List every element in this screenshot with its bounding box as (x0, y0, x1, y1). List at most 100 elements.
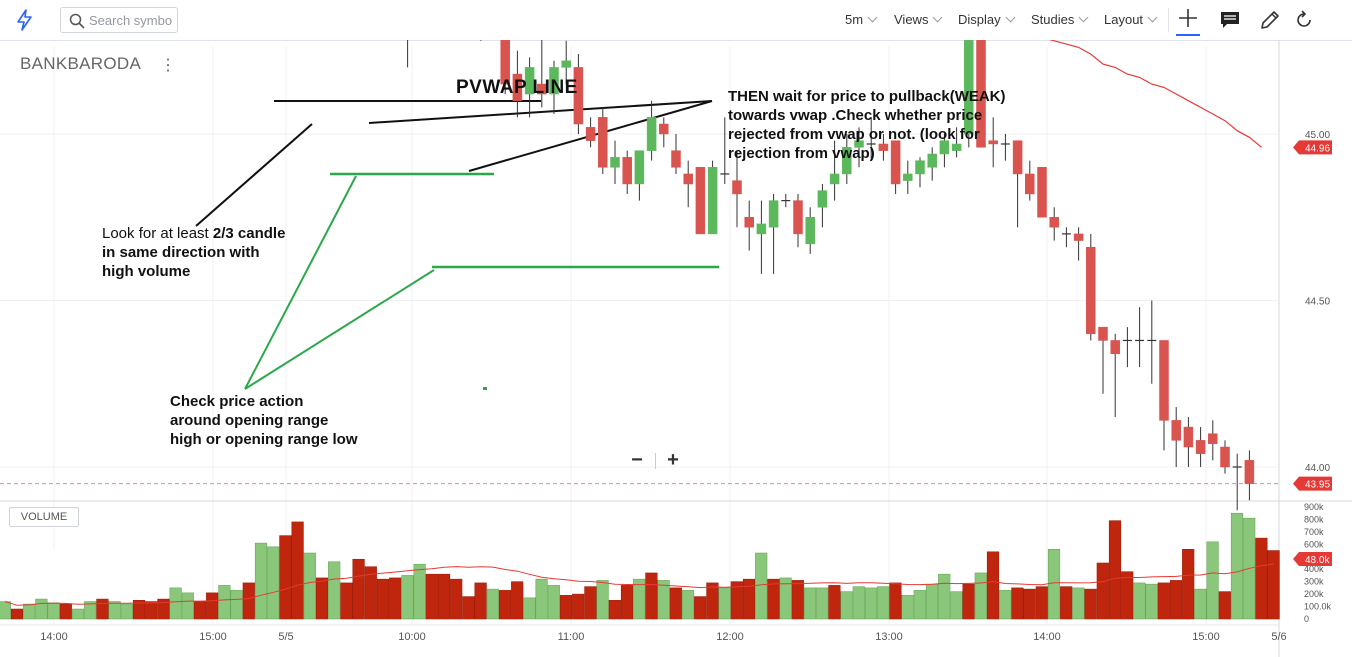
candle (707, 160, 718, 235)
interval-label: 5m (845, 12, 864, 27)
pullback-note: THEN wait for price to pullback(WEAK) to… (728, 87, 1006, 163)
candle (1037, 167, 1047, 218)
candle (1220, 440, 1230, 474)
volume-bar (657, 580, 670, 620)
volume-bar (755, 552, 768, 620)
volume-bar (303, 552, 316, 620)
crosshair-icon[interactable] (1176, 6, 1200, 36)
interval-dropdown[interactable]: 5m (845, 12, 878, 27)
pullback-line: towards vwap .Check whether price (728, 107, 983, 124)
candle (598, 107, 608, 174)
volume-bar (132, 600, 146, 620)
candle (964, 40, 974, 148)
pullback-line: THEN wait for price to pullback(WEAK) (728, 88, 1006, 105)
refresh-icon[interactable] (1292, 8, 1316, 32)
range-pointer (244, 269, 435, 390)
pencil-icon[interactable] (1258, 8, 1282, 32)
candle (1073, 227, 1084, 261)
last-volume-badge-shape (1293, 552, 1332, 566)
volume-bar (10, 608, 24, 620)
candle-body (1086, 246, 1096, 335)
candle-body (1012, 140, 1023, 175)
candle (512, 50, 523, 118)
volume-bar (315, 577, 329, 620)
volume-bar (498, 590, 512, 620)
volume-label: VOLUME (9, 507, 79, 527)
volume-bar (157, 598, 170, 620)
display-dropdown[interactable]: Display (958, 12, 1016, 27)
volume-bar (742, 578, 756, 620)
volume-bar (1230, 512, 1244, 620)
volume-bar (547, 585, 560, 620)
volume-bar (1182, 549, 1195, 620)
studies-dropdown[interactable]: Studies (1031, 12, 1089, 27)
candle (1061, 227, 1071, 248)
candle (1049, 207, 1059, 241)
symbol-menu-icon[interactable]: ⋮ (160, 57, 176, 74)
volume-bar (1108, 520, 1122, 620)
stray-mark (483, 387, 487, 390)
search-box[interactable] (60, 7, 178, 33)
candle (976, 40, 986, 148)
candle (1012, 140, 1023, 228)
candle-body (1183, 426, 1194, 448)
candle (768, 193, 779, 274)
layout-dropdown[interactable]: Layout (1104, 12, 1158, 27)
volume-bar (1169, 580, 1183, 620)
candle (1208, 420, 1218, 461)
time-tick: 5/5 (278, 631, 293, 643)
candle (671, 134, 681, 174)
zoom-out-button[interactable]: − (631, 449, 643, 471)
candle (866, 117, 876, 161)
volume-bar (803, 587, 817, 620)
candle (683, 160, 693, 208)
candle (1171, 407, 1181, 467)
volume-bar (925, 583, 939, 620)
candle (585, 117, 596, 148)
volume-bar (1072, 587, 1085, 620)
volume-bar (218, 585, 231, 620)
candle (1025, 160, 1035, 201)
candle-body (829, 173, 840, 185)
candle-body (976, 40, 986, 148)
range-pointer (244, 175, 357, 390)
candles (407, 40, 1255, 511)
volume-bar (47, 602, 60, 620)
volume-bar (1035, 586, 1048, 620)
volume-bar (364, 566, 377, 620)
comment-icon[interactable] (1218, 8, 1242, 32)
volume-bar (328, 561, 341, 620)
volume-bar (1011, 587, 1024, 620)
volume-bar (669, 587, 682, 620)
candle-body (634, 150, 645, 185)
candle (732, 150, 742, 228)
volume-bar (96, 598, 109, 620)
candle-body (1073, 233, 1084, 241)
candle (1086, 233, 1096, 341)
volume-bar (474, 582, 487, 620)
vwap-price-badge-shape (1293, 140, 1332, 155)
candle-body (695, 167, 706, 235)
pullback-line: rejected from vwap or not. (look for (728, 126, 980, 143)
candle-body (1049, 217, 1059, 228)
volume-bar (730, 581, 743, 620)
candle-body (1110, 340, 1120, 355)
volume-bar (35, 598, 48, 620)
views-dropdown[interactable]: Views (894, 12, 943, 27)
volume-bar (1121, 571, 1134, 620)
volume-bar (986, 551, 1000, 620)
lightning-logo-icon[interactable] (14, 9, 36, 31)
range-note: Check price action around opening range … (170, 392, 358, 449)
search-input[interactable] (89, 11, 173, 29)
candle (1135, 307, 1145, 368)
volume-bar (889, 582, 902, 620)
volume-bar (913, 590, 926, 620)
volume-bar (1157, 582, 1170, 620)
candle (854, 127, 864, 168)
candle-body (622, 157, 632, 185)
candle-body (512, 73, 523, 101)
zoom-in-button[interactable]: + (667, 449, 679, 471)
price-chart[interactable]: 46.5046.0045.5045.0044.5044.00900k800k70… (0, 40, 1352, 657)
volume-bar (242, 582, 255, 620)
volume-bar (840, 591, 853, 620)
